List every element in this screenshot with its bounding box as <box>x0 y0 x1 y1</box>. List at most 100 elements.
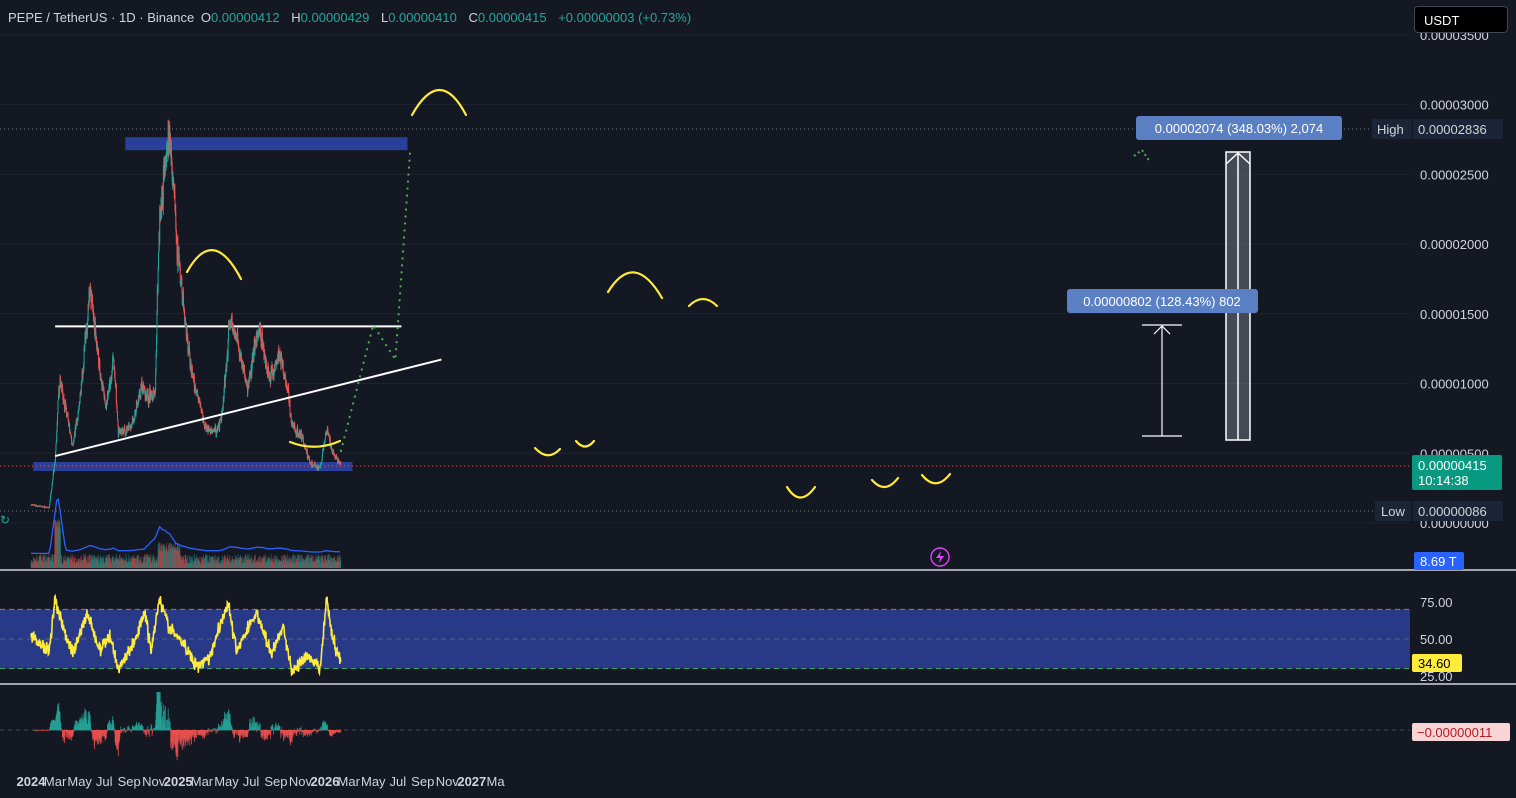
annotation-arc <box>535 448 560 455</box>
macd-bar <box>273 730 274 735</box>
change-value: +0.00000003 (+0.73%) <box>558 10 691 25</box>
candle <box>116 385 117 401</box>
macd-bar <box>196 730 197 738</box>
candle <box>144 387 145 390</box>
candle <box>134 412 135 419</box>
time-tick-label: May <box>214 774 239 789</box>
measure-label-small: 0.00000802 (128.43%) 802 <box>1083 294 1241 309</box>
open-label: O <box>201 10 211 25</box>
candle <box>138 404 139 405</box>
macd-bar <box>340 730 341 733</box>
macd-bar <box>260 724 261 731</box>
candle <box>57 414 58 424</box>
rsi-value-label: 34.60 <box>1418 656 1451 671</box>
macd-bar <box>170 722 171 730</box>
currency-button[interactable]: USDT <box>1414 6 1508 33</box>
time-tick-label: Mar <box>191 774 214 789</box>
time-tick-label: May <box>361 774 386 789</box>
time-tick-label: 2025 <box>164 774 193 789</box>
macd-bar <box>123 730 124 733</box>
volume-value-label: 8.69 T <box>1420 554 1457 569</box>
candle <box>80 394 81 403</box>
candle <box>56 431 57 440</box>
macd-bar <box>208 730 209 735</box>
price-tick-label: 0.00003000 <box>1420 98 1489 113</box>
time-tick-label: May <box>67 774 92 789</box>
macd-bar <box>248 730 249 732</box>
time-tick-label: Sep <box>411 774 434 789</box>
candle <box>117 411 118 419</box>
close-value: 0.00000415 <box>478 10 547 25</box>
candle <box>125 429 126 435</box>
macd-bar <box>236 730 237 735</box>
projection-path <box>341 149 411 452</box>
candle <box>315 465 316 466</box>
time-tick-label: Sep <box>264 774 287 789</box>
candle <box>58 400 59 413</box>
price-tick-label: 0.00001500 <box>1420 307 1489 322</box>
volume-ma-line <box>31 499 340 553</box>
candle <box>117 405 118 411</box>
candle <box>49 505 50 508</box>
candle <box>139 391 140 394</box>
macd-value-label: −0.00000011 <box>1417 725 1492 740</box>
price-tick-label: 0.00001000 <box>1420 377 1489 392</box>
macd-bar <box>149 730 150 737</box>
macd-bar <box>279 726 280 730</box>
candle <box>303 438 304 443</box>
macd-bar <box>273 727 274 731</box>
candle <box>215 426 216 432</box>
candle <box>181 276 182 288</box>
candle <box>231 319 232 323</box>
time-tick-label: Nov <box>289 774 313 789</box>
candle <box>78 410 79 412</box>
symbol-header: PEPE / TetherUS · 1D · Binance O 0.000004… <box>8 10 699 25</box>
macd-bar <box>124 728 125 731</box>
candle <box>105 397 106 404</box>
time-tick-label: Sep <box>118 774 141 789</box>
candle <box>76 422 77 429</box>
macd-bar <box>217 728 218 730</box>
time-tick-label: Nov <box>142 774 166 789</box>
candle <box>223 399 224 408</box>
price-tick-label: 0.00002500 <box>1420 167 1489 182</box>
rsi-tick-label: 50.00 <box>1420 632 1453 647</box>
macd-bar <box>232 728 233 731</box>
macd-bar <box>107 730 108 733</box>
candle <box>194 377 195 390</box>
macd-bar <box>267 730 268 739</box>
annotation-arc <box>412 90 466 115</box>
candle <box>65 401 66 405</box>
rsi-tick-label: 75.00 <box>1420 595 1453 610</box>
time-tick-label: Jul <box>96 774 113 789</box>
time-tick-label: Nov <box>436 774 460 789</box>
macd-bar <box>300 728 301 730</box>
macd-bar <box>215 728 216 730</box>
high-label: H <box>291 10 300 25</box>
macd-bar <box>256 722 257 730</box>
time-tick-label: 2027 <box>457 774 486 789</box>
macd-bar <box>217 730 218 733</box>
candle <box>288 391 289 402</box>
candle <box>275 364 276 370</box>
symbol-title[interactable]: PEPE / TetherUS · 1D · Binance <box>8 10 194 25</box>
candle <box>156 315 157 340</box>
candle <box>212 431 213 434</box>
macd-bar <box>287 730 288 737</box>
candle <box>129 423 130 426</box>
countdown-label: 10:14:38 <box>1418 473 1469 488</box>
candle <box>281 354 282 358</box>
macd-bar <box>128 726 129 731</box>
macd-bar <box>148 730 149 734</box>
high-value-label: 0.00002836 <box>1418 122 1487 137</box>
candle <box>301 429 302 438</box>
annotation-arc <box>608 272 662 298</box>
macd-bar <box>296 730 297 735</box>
candle <box>257 335 258 343</box>
macd-bar <box>300 726 301 730</box>
left-marker-icon: ↻ <box>0 513 10 527</box>
candle <box>99 362 100 374</box>
candle <box>340 462 341 466</box>
ascending-trendline <box>55 360 441 456</box>
